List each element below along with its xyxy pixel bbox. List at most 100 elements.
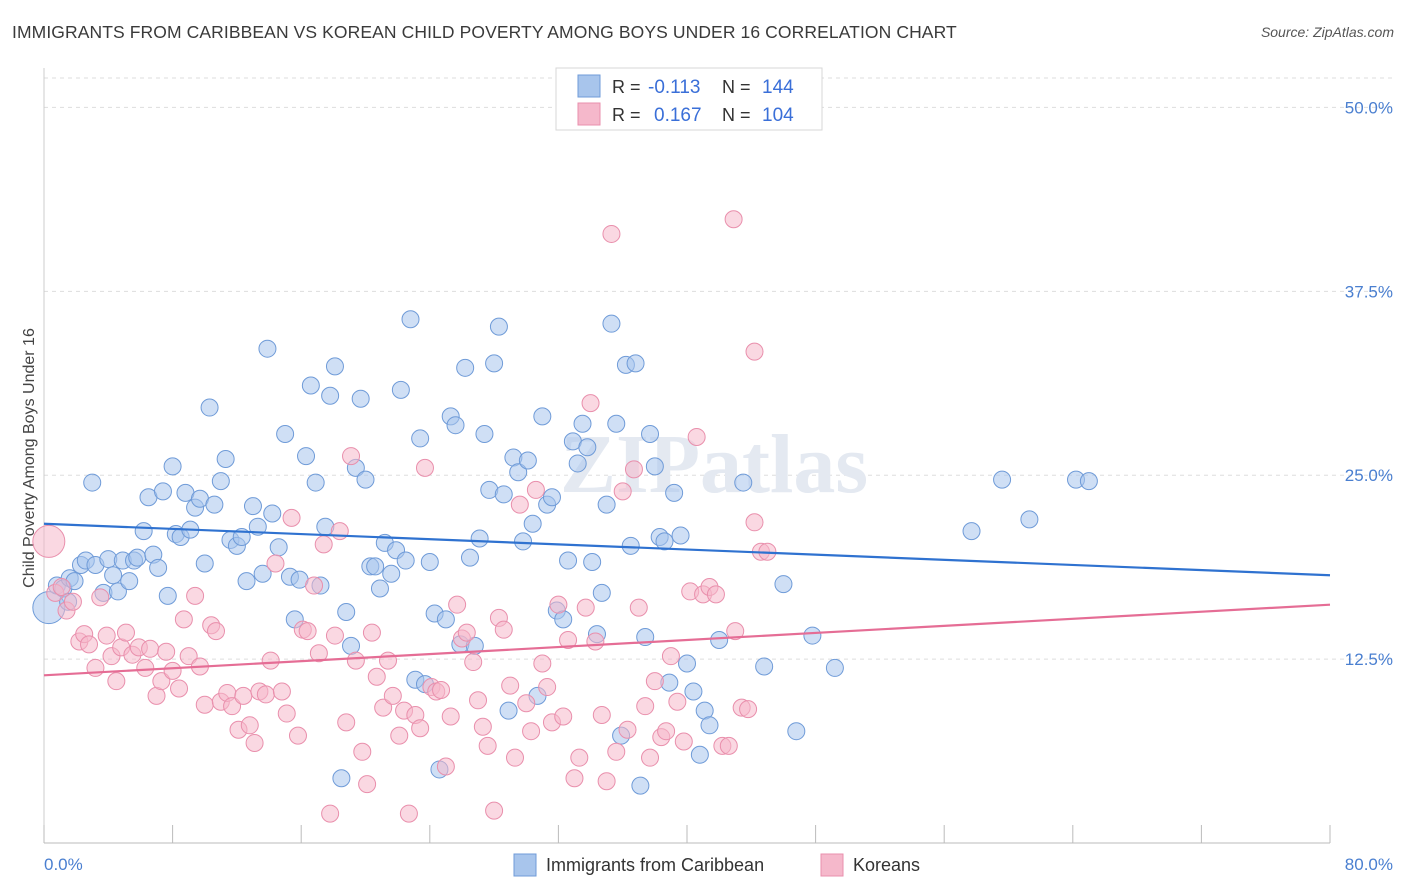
point-caribbean-140 bbox=[1020, 510, 1039, 529]
point-koreans-42 bbox=[272, 682, 291, 701]
legend-n-label-1: N = bbox=[722, 77, 751, 97]
point-caribbean-43 bbox=[258, 339, 277, 358]
point-koreans-124 bbox=[719, 736, 738, 755]
point-caribbean-69 bbox=[391, 380, 410, 399]
point-caribbean-98 bbox=[533, 407, 552, 426]
point-caribbean-67 bbox=[382, 564, 401, 583]
point-caribbean-22 bbox=[153, 482, 172, 501]
point-caribbean-126 bbox=[671, 526, 690, 545]
point-caribbean-137 bbox=[803, 626, 822, 645]
point-koreans-62 bbox=[379, 651, 398, 670]
point-koreans-82 bbox=[485, 801, 504, 820]
point-caribbean-82 bbox=[456, 358, 475, 377]
point-koreans-30 bbox=[207, 622, 226, 641]
point-caribbean-56 bbox=[325, 357, 344, 376]
point-koreans-72 bbox=[432, 681, 451, 699]
point-caribbean-32 bbox=[200, 398, 219, 417]
point-caribbean-51 bbox=[301, 376, 320, 395]
point-koreans-47 bbox=[298, 622, 317, 641]
point-caribbean-107 bbox=[578, 438, 597, 457]
watermark: ZIPatlas bbox=[560, 418, 868, 511]
point-caribbean-85 bbox=[470, 529, 489, 548]
point-caribbean-13 bbox=[108, 582, 127, 601]
point-caribbean-21 bbox=[149, 558, 168, 577]
point-koreans-89 bbox=[522, 722, 541, 741]
point-caribbean-100 bbox=[542, 488, 561, 507]
point-koreans-23 bbox=[170, 679, 189, 698]
point-koreans-7 bbox=[80, 635, 99, 654]
point-koreans-94 bbox=[549, 595, 568, 614]
point-koreans-92 bbox=[538, 678, 557, 697]
y-tick-label-1: 25.0% bbox=[1345, 466, 1393, 485]
point-koreans-56 bbox=[346, 651, 365, 670]
point-koreans-17 bbox=[136, 658, 155, 677]
point-koreans-59 bbox=[362, 623, 381, 642]
point-caribbean-86 bbox=[475, 425, 494, 444]
point-caribbean-65 bbox=[370, 579, 389, 598]
point-caribbean-103 bbox=[559, 551, 578, 570]
point-caribbean-89 bbox=[489, 317, 508, 336]
point-koreans-112 bbox=[645, 672, 664, 691]
point-koreans-103 bbox=[597, 772, 616, 791]
legend-swatch-koreans bbox=[577, 102, 601, 126]
point-caribbean-94 bbox=[514, 532, 533, 551]
point-caribbean-62 bbox=[356, 470, 375, 489]
point-koreans-117 bbox=[674, 732, 693, 751]
point-caribbean-23 bbox=[158, 586, 177, 605]
point-koreans-97 bbox=[565, 769, 584, 788]
point-caribbean-40 bbox=[243, 497, 262, 516]
point-koreans-54 bbox=[337, 713, 356, 732]
point-koreans-26 bbox=[186, 586, 205, 605]
point-koreans-51 bbox=[321, 804, 340, 823]
trendline-caribbean bbox=[43, 522, 1331, 577]
point-caribbean-134 bbox=[755, 657, 774, 676]
point-koreans-28 bbox=[195, 695, 214, 714]
point-koreans-98 bbox=[570, 748, 589, 767]
point-koreans-69 bbox=[415, 458, 434, 477]
point-koreans-0 bbox=[32, 524, 66, 558]
point-koreans-50 bbox=[314, 535, 333, 554]
point-caribbean-133 bbox=[734, 473, 753, 492]
point-caribbean-50 bbox=[297, 447, 316, 466]
legend-box: R = -0.113 N = 144 R = 0.167 N = 104 bbox=[555, 67, 823, 131]
point-koreans-131 bbox=[724, 210, 743, 229]
bottom-legend-swatch-caribbean bbox=[513, 853, 537, 877]
point-koreans-12 bbox=[107, 672, 126, 691]
point-koreans-48 bbox=[305, 576, 324, 595]
series-caribbean-points bbox=[32, 310, 1098, 795]
point-koreans-43 bbox=[277, 704, 296, 723]
point-koreans-90 bbox=[526, 480, 545, 499]
point-caribbean-120 bbox=[641, 425, 660, 444]
point-koreans-33 bbox=[223, 697, 242, 716]
point-caribbean-93 bbox=[509, 463, 528, 482]
legend-r-label-2: R = bbox=[612, 105, 641, 125]
point-koreans-37 bbox=[245, 733, 264, 752]
point-caribbean-17 bbox=[128, 548, 147, 567]
point-caribbean-45 bbox=[269, 538, 288, 557]
point-caribbean-52 bbox=[306, 473, 325, 492]
point-koreans-79 bbox=[469, 691, 488, 710]
point-koreans-105 bbox=[607, 742, 626, 761]
point-caribbean-142 bbox=[1079, 472, 1098, 491]
point-caribbean-8 bbox=[83, 473, 102, 492]
point-koreans-18 bbox=[141, 639, 160, 658]
point-koreans-111 bbox=[641, 748, 660, 767]
y-axis-label: Child Poverty Among Boys Under 16 bbox=[21, 328, 38, 588]
point-koreans-85 bbox=[501, 676, 520, 695]
point-koreans-25 bbox=[179, 647, 198, 666]
bottom-legend-label-koreans: Koreans bbox=[853, 855, 920, 875]
point-koreans-74 bbox=[441, 707, 460, 726]
point-koreans-88 bbox=[517, 694, 536, 713]
point-koreans-106 bbox=[613, 482, 632, 501]
point-koreans-22 bbox=[163, 661, 182, 680]
point-caribbean-35 bbox=[216, 450, 235, 469]
point-koreans-101 bbox=[586, 632, 605, 651]
point-koreans-60 bbox=[367, 667, 386, 686]
legend-swatch-caribbean bbox=[577, 74, 601, 98]
point-koreans-35 bbox=[234, 686, 253, 705]
point-koreans-110 bbox=[636, 697, 655, 716]
point-koreans-122 bbox=[706, 585, 725, 604]
point-koreans-108 bbox=[624, 460, 643, 479]
series-koreans-points bbox=[32, 210, 777, 823]
bottom-legend: Immigrants from Caribbean Koreans bbox=[513, 853, 920, 877]
